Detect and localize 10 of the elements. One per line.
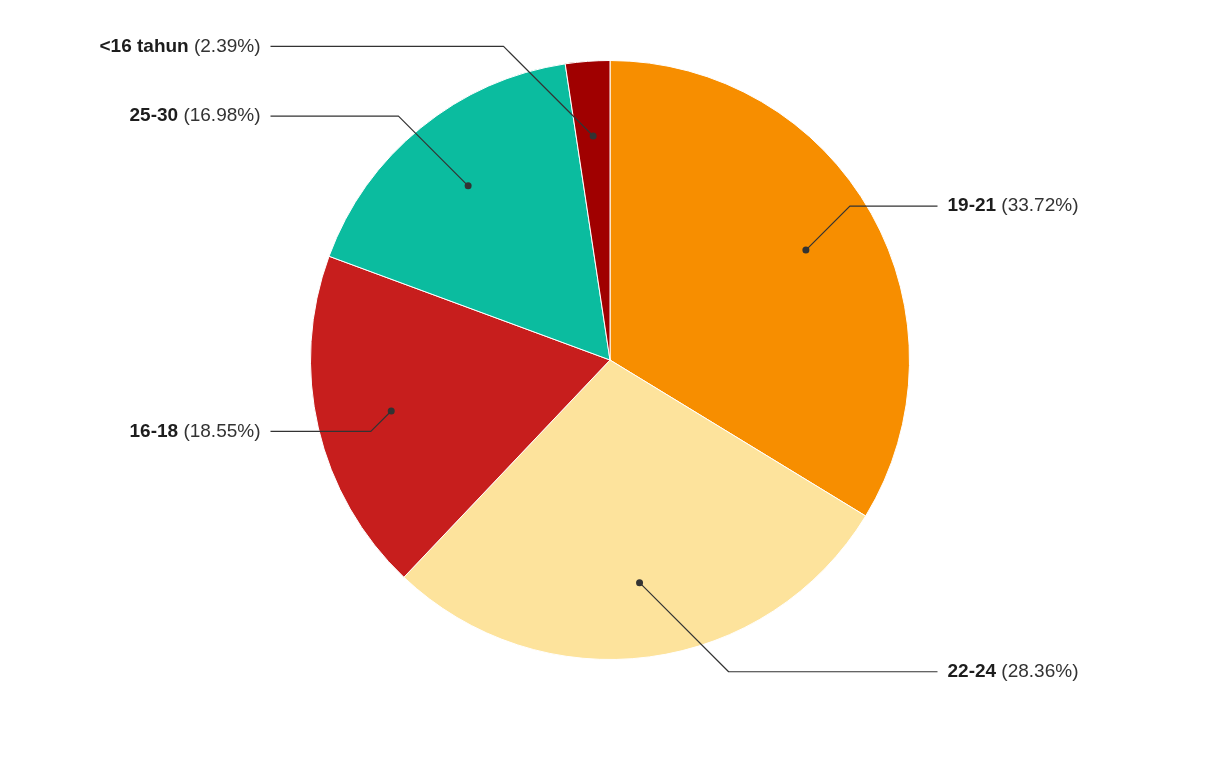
slice-label: 16-18 bbox=[129, 419, 179, 441]
data-label: (16.98%) bbox=[178, 104, 261, 126]
data-label: (18.55%) bbox=[178, 419, 261, 441]
data-label: (33.72%) bbox=[996, 194, 1079, 216]
data-label: (28.36%) bbox=[996, 659, 1079, 681]
data-label: (2.39%) bbox=[188, 34, 261, 56]
slice-label: 19-21 bbox=[947, 194, 997, 216]
slice-label: <16 tahun bbox=[99, 34, 189, 56]
slice-label: 22-24 bbox=[947, 659, 997, 681]
slice-label: 25-30 bbox=[129, 104, 179, 126]
